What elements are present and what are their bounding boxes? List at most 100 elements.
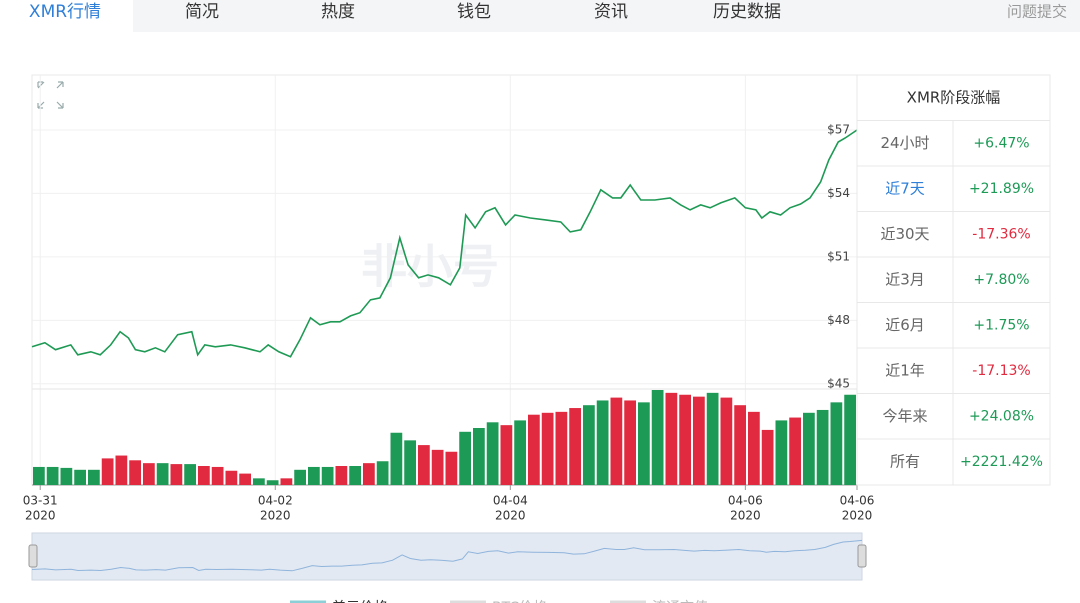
y-tick-label: $51 bbox=[827, 249, 850, 263]
tab[interactable]: 热度 bbox=[321, 2, 355, 22]
volume-bar bbox=[253, 478, 265, 485]
volume-bar bbox=[693, 396, 705, 485]
legend-label[interactable]: 流通市值 bbox=[652, 599, 708, 603]
volume-bar bbox=[266, 480, 279, 485]
volume-bar bbox=[445, 451, 458, 485]
volume-bar bbox=[88, 469, 100, 485]
volume-bar bbox=[638, 402, 650, 485]
volume-bar bbox=[555, 411, 568, 485]
x-tick-label: 04-06 bbox=[840, 494, 875, 508]
volume-bar bbox=[748, 411, 760, 485]
volume-bar bbox=[363, 463, 375, 485]
volume-bar bbox=[651, 390, 664, 485]
volume-bar bbox=[101, 458, 114, 485]
x-tick-label: 04-06 bbox=[728, 494, 763, 508]
volume-bar bbox=[418, 445, 430, 485]
volume-bar bbox=[156, 463, 169, 485]
volume-bar bbox=[844, 394, 856, 485]
period-change: +21.89% bbox=[969, 181, 1034, 197]
volume-bar bbox=[541, 412, 554, 485]
volume-bar bbox=[143, 463, 155, 485]
x-tick-year: 2020 bbox=[25, 509, 56, 523]
x-tick-label: 04-04 bbox=[493, 494, 528, 508]
volume-bar bbox=[706, 392, 719, 485]
volume-bar bbox=[321, 466, 334, 485]
volume-bar bbox=[431, 449, 444, 485]
price-line bbox=[31, 129, 858, 358]
volume-bar bbox=[349, 466, 361, 485]
period-change: -17.13% bbox=[972, 363, 1030, 379]
volume-bar bbox=[129, 460, 141, 485]
period-change: +6.47% bbox=[973, 135, 1029, 151]
watermark: 非小号 bbox=[361, 240, 499, 294]
period-change: -17.36% bbox=[972, 226, 1030, 242]
volume-bar bbox=[294, 469, 306, 485]
x-tick-year: 2020 bbox=[730, 509, 761, 523]
period-change: +1.75% bbox=[973, 317, 1029, 333]
tab[interactable]: XMR行情 bbox=[29, 2, 101, 22]
navigator-line bbox=[31, 539, 863, 572]
period-label[interactable]: 所有 bbox=[890, 452, 920, 470]
volume-bar bbox=[803, 412, 815, 485]
volume-bar bbox=[459, 431, 471, 485]
period-label[interactable]: 近1年 bbox=[885, 361, 925, 379]
volume-bar bbox=[761, 429, 774, 485]
x-tick-year: 2020 bbox=[260, 509, 291, 523]
period-change: +2221.42% bbox=[960, 454, 1043, 470]
period-label[interactable]: 24小时 bbox=[880, 134, 929, 152]
volume-bar bbox=[500, 425, 513, 485]
volume-bar bbox=[486, 422, 499, 485]
period-label[interactable]: 今年来 bbox=[882, 407, 927, 425]
volume-bar bbox=[596, 400, 609, 485]
navigator-handle[interactable] bbox=[28, 544, 38, 568]
navigator-handle[interactable] bbox=[857, 544, 867, 568]
x-tick-year: 2020 bbox=[842, 509, 873, 523]
volume-bar bbox=[74, 469, 86, 485]
volume-bar bbox=[775, 420, 788, 485]
volume-bar bbox=[376, 461, 389, 485]
period-label[interactable]: 近3月 bbox=[885, 270, 925, 288]
tab[interactable]: 钱包 bbox=[457, 2, 491, 22]
navigator[interactable] bbox=[31, 532, 863, 581]
y-tick-label: $54 bbox=[827, 186, 850, 200]
volume-bar bbox=[569, 408, 581, 485]
volume-bar bbox=[335, 466, 348, 485]
tab[interactable]: 资讯 bbox=[594, 2, 628, 22]
period-label[interactable]: 近30天 bbox=[880, 225, 929, 243]
tab[interactable]: 历史数据 bbox=[713, 2, 781, 22]
volume-bar bbox=[211, 466, 224, 485]
period-change: +24.08% bbox=[969, 408, 1034, 424]
volume-bar bbox=[390, 432, 403, 485]
volume-bar bbox=[816, 409, 829, 485]
x-tick-year: 2020 bbox=[495, 509, 526, 523]
x-tick-label: 04-02 bbox=[258, 494, 293, 508]
legend-label[interactable]: 美元价格 bbox=[332, 600, 388, 603]
y-tick-label: $57 bbox=[827, 122, 850, 136]
volume-bar bbox=[404, 440, 416, 485]
volume-bar bbox=[239, 473, 251, 485]
legend-label[interactable]: BTC价格 bbox=[492, 600, 547, 603]
volume-bar bbox=[198, 466, 210, 485]
tab-bar bbox=[0, 0, 1080, 32]
volume-bar bbox=[308, 466, 320, 485]
period-label[interactable]: 近7天 bbox=[885, 179, 925, 197]
report-link[interactable]: 问题提交 bbox=[1007, 3, 1067, 21]
expand-icon[interactable] bbox=[37, 81, 64, 109]
volume-bar bbox=[170, 464, 183, 485]
tab[interactable]: 简况 bbox=[185, 2, 219, 22]
volume-bar bbox=[514, 420, 526, 485]
volume-bar bbox=[679, 394, 691, 485]
volume-bar bbox=[720, 397, 733, 485]
volume-bar bbox=[33, 466, 45, 485]
volume-bar bbox=[115, 455, 128, 485]
x-tick-label: 03-31 bbox=[23, 494, 58, 508]
table-title: XMR阶段涨幅 bbox=[907, 89, 1001, 107]
period-change: +7.80% bbox=[973, 272, 1029, 288]
period-label[interactable]: 近6月 bbox=[885, 316, 925, 334]
volume-bar bbox=[225, 470, 238, 485]
volume-bar bbox=[583, 405, 595, 485]
volume-bar bbox=[610, 397, 623, 485]
volume-bar bbox=[734, 405, 746, 485]
